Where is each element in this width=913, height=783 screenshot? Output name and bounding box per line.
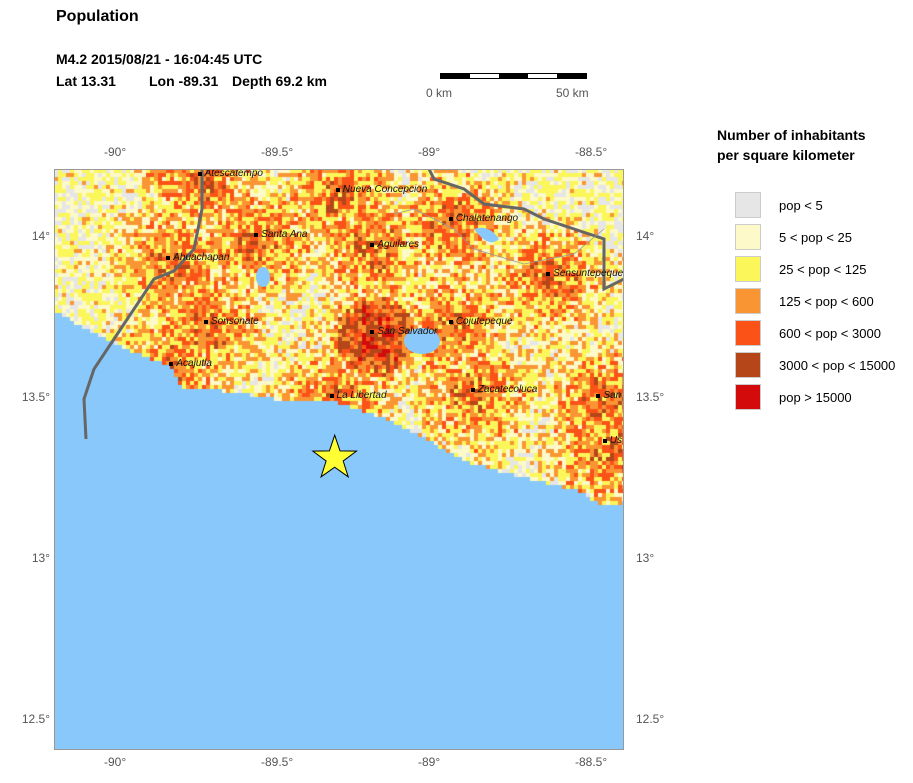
- lat-tick-left: 12.5°: [21, 712, 50, 726]
- scale-bar: [440, 73, 587, 79]
- lat-tick-left: 13.5°: [21, 390, 50, 404]
- legend-title-line2: per square kilometer: [717, 147, 855, 163]
- city-label: Ahuachapan: [166, 252, 229, 263]
- city-label: Sonsonate: [203, 316, 259, 327]
- city-marker-icon: [602, 439, 607, 444]
- map-title: Population: [56, 8, 139, 25]
- lat-tick-right: 14°: [636, 229, 655, 243]
- lake-coatepeque: [256, 267, 270, 287]
- city-label: Atescatempo: [197, 169, 263, 179]
- city-marker-icon: [335, 188, 340, 193]
- star-icon: [311, 433, 358, 479]
- legend-label: 125 < pop < 600: [779, 293, 874, 309]
- legend-label: pop < 5: [779, 197, 823, 213]
- legend-item: 5 < pop < 25: [735, 224, 852, 250]
- legend-item: 125 < pop < 600: [735, 288, 874, 314]
- legend-label: pop > 15000: [779, 389, 852, 405]
- lake-ilopango: [404, 328, 440, 354]
- city-label: Cojutepeque: [448, 316, 513, 327]
- city-label: Chalatenango: [448, 213, 518, 224]
- lon-tick-top: -89°: [418, 145, 441, 159]
- city-label: San: [596, 390, 621, 401]
- event-info: M4.2 2015/08/21 - 16:04:45 UTC: [56, 51, 263, 67]
- legend-title-line1: Number of inhabitants: [717, 127, 866, 143]
- legend-swatch: [735, 256, 761, 282]
- city-label: Sensuntepeque: [546, 268, 623, 279]
- city-label: Us: [602, 435, 622, 446]
- lon-tick-bottom: -88.5°: [575, 755, 608, 769]
- city-marker-icon: [370, 242, 375, 247]
- city-label: La Libertad: [329, 390, 387, 401]
- legend-swatch: [735, 320, 761, 346]
- city-marker-icon: [596, 394, 601, 399]
- lon-tick-bottom: -89.5°: [261, 755, 294, 769]
- legend-item: 600 < pop < 3000: [735, 320, 881, 346]
- city-label: Zacatecoluca: [470, 384, 537, 395]
- city-marker-icon: [203, 320, 208, 325]
- city-marker-icon: [329, 394, 334, 399]
- legend-item: 25 < pop < 125: [735, 256, 866, 282]
- lon-tick-top: -90°: [104, 145, 127, 159]
- city-marker-icon: [470, 387, 475, 392]
- city-marker-icon: [546, 271, 551, 276]
- lat-tick-right: 13°: [636, 551, 655, 565]
- legend-title: Number of inhabitants per square kilomet…: [717, 125, 866, 165]
- city-marker-icon: [254, 233, 259, 238]
- lon-tick-bottom: -89°: [418, 755, 441, 769]
- city-marker-icon: [370, 329, 375, 334]
- border-line: [82, 169, 204, 440]
- city-label: Santa Ana: [254, 229, 308, 240]
- city-marker-icon: [448, 320, 453, 325]
- legend-label: 5 < pop < 25: [779, 229, 853, 245]
- event-lat: Lat 13.31: [56, 73, 116, 89]
- legend-label: 600 < pop < 3000: [779, 325, 881, 341]
- population-map: Atescatempo Nueva Concepcion Santa Ana Agui…: [54, 169, 624, 750]
- scale-right-label: 50 km: [556, 86, 589, 100]
- city-marker-icon: [169, 362, 174, 367]
- scale-left-label: 0 km: [426, 86, 453, 100]
- legend-item: pop > 15000: [735, 384, 852, 410]
- legend-label: 25 < pop < 125: [779, 261, 867, 277]
- legend-swatch: [735, 384, 761, 410]
- city-label: Nueva Concepcion: [335, 184, 427, 195]
- event-depth: Depth 69.2 km: [232, 73, 327, 89]
- border-line: [427, 169, 624, 292]
- map-frame: [54, 169, 624, 750]
- legend-swatch: [735, 352, 761, 378]
- lat-tick-right: 13.5°: [636, 390, 665, 404]
- city-label: Acajutla: [169, 358, 212, 369]
- lon-tick-top: -89.5°: [261, 145, 294, 159]
- city-marker-icon: [166, 255, 171, 260]
- lat-tick-right: 12.5°: [636, 712, 665, 726]
- legend-item: pop < 5: [735, 192, 823, 218]
- city-marker-icon: [448, 217, 453, 222]
- city-label: San Salvador: [370, 326, 437, 337]
- legend-swatch: [735, 192, 761, 218]
- lon-tick-top: -88.5°: [575, 145, 608, 159]
- city-label: Aguilares: [370, 239, 419, 250]
- lat-tick-left: 14°: [31, 229, 50, 243]
- department-line: [393, 208, 605, 265]
- legend-label: 3000 < pop < 15000: [779, 357, 896, 373]
- legend-swatch: [735, 224, 761, 250]
- lake-suchitlan: [474, 227, 499, 243]
- lon-tick-bottom: -90°: [104, 755, 127, 769]
- lat-tick-left: 13°: [31, 551, 50, 565]
- event-lon: Lon -89.31: [149, 73, 219, 89]
- city-marker-icon: [197, 172, 202, 177]
- legend-swatch: [735, 288, 761, 314]
- legend-item: 3000 < pop < 15000: [735, 352, 895, 378]
